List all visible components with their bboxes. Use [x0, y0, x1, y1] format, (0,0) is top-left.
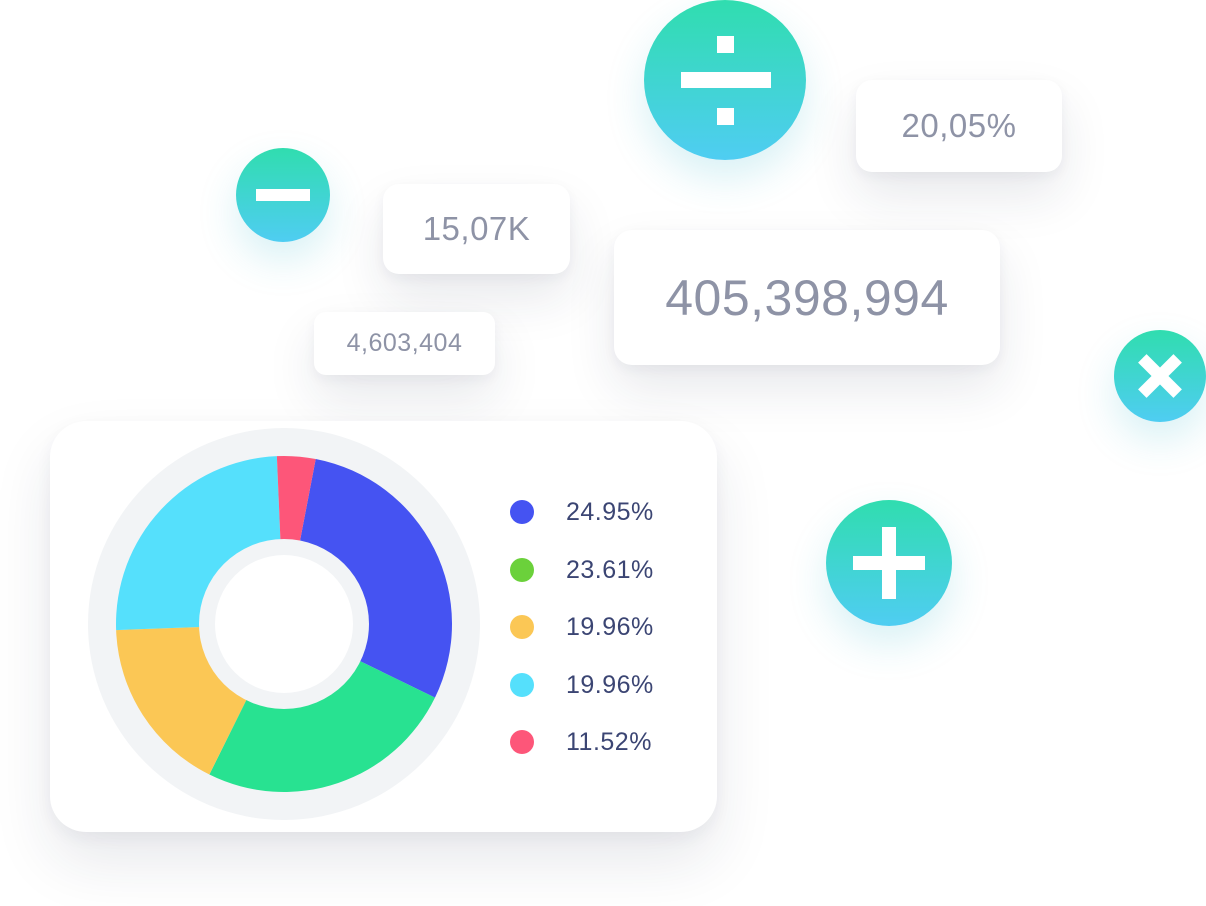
- stat-k-value: 15,07K: [422, 210, 531, 247]
- donut-chart-card: 24.95% 23.61% 19.96% 19.96% 11.52%: [50, 421, 717, 832]
- stat-big-value: 405,398,994: [665, 269, 949, 326]
- multiply-button: [1114, 330, 1206, 422]
- donut-slice-2: [209, 660, 435, 792]
- plus-button: [826, 500, 952, 626]
- donut-slice-4: [116, 456, 281, 631]
- legend-dot-cyan: [510, 672, 534, 697]
- legend-label: 19.96%: [566, 670, 654, 699]
- stat-percent-value: 20,05%: [901, 107, 1017, 144]
- donut-slice-5: [276, 456, 316, 542]
- minus-button: [236, 148, 330, 242]
- minus-icon: [256, 189, 310, 201]
- stat-small-value: 4,603,404: [346, 329, 463, 357]
- legend-dot-blue: [510, 500, 534, 524]
- legend-dot-red: [510, 730, 534, 754]
- legend-label: 23.61%: [566, 555, 654, 584]
- donut-hole: [215, 555, 353, 693]
- multiply-icon: [1138, 354, 1182, 398]
- donut-chart: [88, 428, 480, 820]
- stat-card-k-value: 15,07K: [383, 184, 570, 274]
- divide-button: [644, 0, 806, 160]
- donut-slices: [116, 456, 453, 792]
- legend-label: 19.96%: [566, 613, 654, 641]
- stat-card-small-value: 4,603,404: [314, 312, 495, 375]
- stat-card-percent: 20,05%: [856, 80, 1062, 172]
- legend-label: 24.95%: [566, 498, 654, 526]
- donut-slice-3: [116, 627, 247, 775]
- plus-icon: [853, 527, 925, 599]
- legend-dot-yellow: [510, 615, 534, 639]
- legend-label: 11.52%: [566, 728, 652, 756]
- legend-dot-green: [510, 557, 534, 582]
- donut-slice-1: [299, 459, 453, 698]
- divide-icon: [681, 36, 771, 125]
- stat-card-big-value: 405,398,994: [614, 230, 1000, 365]
